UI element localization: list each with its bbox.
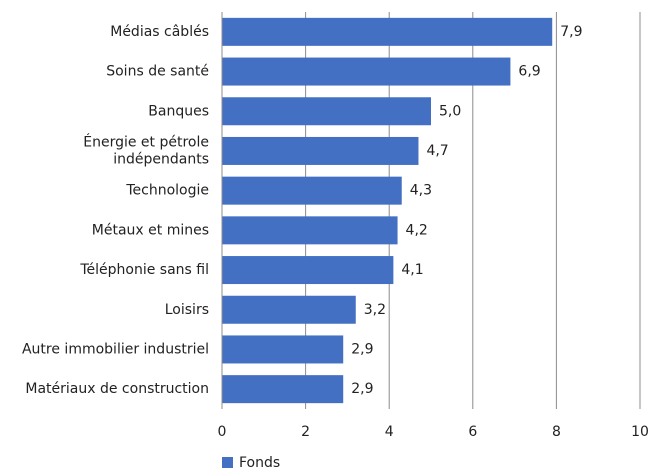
value-label: 2,9 — [351, 381, 373, 397]
y-tick-label: Métaux et mines — [92, 222, 209, 238]
x-tick-label: 2 — [301, 424, 310, 440]
y-tick-label: Énergie et pétrole indépendants — [83, 133, 209, 167]
x-tick-label: 4 — [385, 424, 394, 440]
value-label: 4,7 — [426, 143, 448, 159]
x-tick-label: 10 — [631, 424, 649, 440]
value-label: 2,9 — [351, 341, 373, 357]
legend-swatch — [222, 457, 233, 468]
bar — [222, 97, 431, 126]
x-tick-label: 6 — [468, 424, 477, 440]
bar — [222, 57, 511, 86]
y-tick-label: Matériaux de construction — [25, 381, 209, 397]
x-tick-label: 0 — [218, 424, 227, 440]
value-label: 3,2 — [364, 302, 386, 318]
bar — [222, 17, 553, 46]
value-label: 5,0 — [439, 103, 461, 119]
value-label: 4,2 — [406, 222, 428, 238]
bar — [222, 136, 419, 165]
bar — [222, 375, 344, 404]
bar — [222, 216, 398, 245]
value-label: 4,3 — [410, 183, 432, 199]
value-label: 6,9 — [518, 64, 540, 80]
bar — [222, 335, 344, 364]
value-label: 4,1 — [401, 262, 423, 278]
legend-label: Fonds — [239, 455, 280, 471]
y-tick-label: Téléphonie sans fil — [79, 262, 209, 278]
y-tick-label: Soins de santé — [106, 64, 209, 80]
y-tick-label: Médias câblés — [110, 24, 209, 40]
x-tick-label: 8 — [552, 424, 561, 440]
value-label: 7,9 — [560, 24, 582, 40]
y-tick-label: Autre immobilier industriel — [22, 341, 209, 357]
y-tick-label: Technologie — [125, 183, 209, 199]
bar — [222, 176, 402, 205]
y-tick-label: Loisirs — [165, 302, 209, 318]
bar — [222, 256, 394, 285]
y-tick-label: Banques — [148, 103, 209, 119]
bar — [222, 295, 356, 324]
